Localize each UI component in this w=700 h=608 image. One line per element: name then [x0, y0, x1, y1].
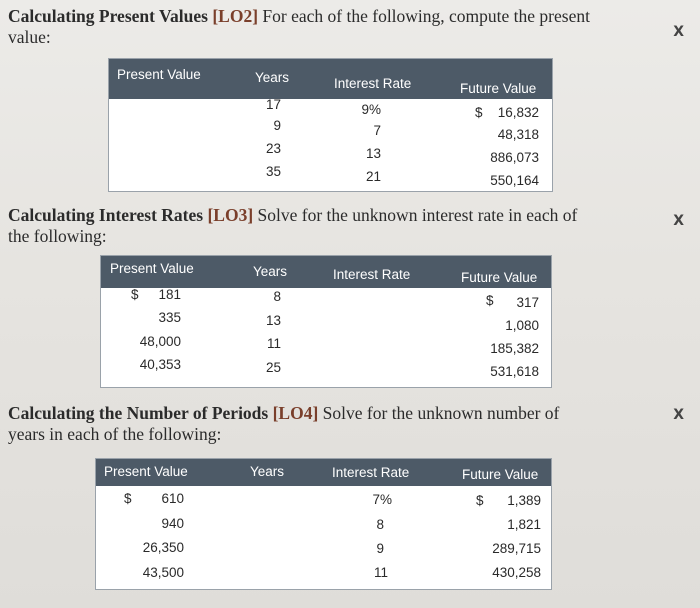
header-years: Years: [255, 70, 290, 85]
table-cell-currency: $: [476, 493, 484, 508]
header-present-value: Present Value: [110, 261, 194, 276]
table-cell-present-value: 940: [161, 516, 184, 531]
header-interest-rate: Interest Rate: [333, 267, 411, 282]
table-cell-rate: 21: [365, 169, 381, 184]
section-3-lo: [LO4]: [272, 403, 319, 423]
header-present-value: Present Value: [104, 464, 188, 479]
table-cell-rate: 13: [365, 146, 381, 161]
section-3-title: Calculating the Number of Periods: [8, 403, 269, 423]
table-cell-currency: $: [131, 287, 139, 302]
header-present-value: Present Value: [117, 67, 201, 82]
table-cell-rate: 9%: [361, 102, 381, 117]
table-cell-present-value: 26,350: [142, 540, 184, 555]
table-cell-future-value: 48,318: [497, 127, 539, 142]
table-cell-future-value: 317: [516, 295, 539, 310]
table-cell-future-value: 185,382: [490, 341, 539, 356]
header-future-value: Future Value: [461, 270, 538, 285]
table-cell-years: 8: [273, 289, 281, 304]
table-header: Present Value Years Interest Rate Future…: [96, 459, 551, 486]
table-cell-present-value: 335: [158, 310, 181, 325]
header-years: Years: [250, 464, 285, 479]
section-1-lo: [LO2]: [212, 6, 259, 26]
table-cell-present-value: 40,353: [139, 357, 181, 372]
table-cell-future-value: 1,080: [505, 318, 539, 333]
table-cell-currency: $: [486, 293, 494, 308]
header-future-value: Future Value: [462, 467, 539, 482]
header-interest-rate: Interest Rate: [332, 465, 410, 480]
table-cell-years: 23: [265, 141, 281, 156]
table-cell-future-value: 531,618: [490, 364, 539, 379]
table-cell-rate: 8: [376, 517, 384, 532]
interest-rate-table: Present Value Years Interest Rate Future…: [100, 255, 552, 388]
table-cell-years: 25: [265, 360, 281, 375]
section-1-title: Calculating Present Values: [8, 6, 208, 26]
table-cell-future-value: 430,258: [492, 565, 541, 580]
section-1-heading: Calculating Present Values [LO2] For eac…: [8, 6, 668, 48]
section-2-text: Solve for the unknown interest rate in e…: [257, 205, 578, 225]
table-cell-future-value: 1,389: [507, 493, 541, 508]
header-years: Years: [253, 264, 288, 279]
present-value-table: Present Value Years Interest Rate Future…: [108, 58, 553, 192]
section-3-text-line2: years in each of the following:: [8, 424, 222, 444]
table-cell-future-value: 289,715: [492, 541, 541, 556]
margin-mark-icon: X: [673, 407, 684, 423]
table-cell-future-value: 1,821: [507, 517, 541, 532]
margin-mark-icon: X: [673, 24, 684, 40]
table-cell-currency: $: [124, 491, 132, 506]
section-1-text: For each of the following, compute the p…: [262, 6, 590, 26]
section-3-text: Solve for the unknown number of: [322, 403, 560, 423]
header-interest-rate: Interest Rate: [334, 76, 412, 91]
table-cell-future-value: 886,073: [490, 150, 539, 165]
table-cell-currency: $: [475, 105, 483, 120]
table-cell-rate: 9: [376, 541, 384, 556]
table-cell-future-value: 550,164: [490, 173, 539, 188]
section-2-title: Calculating Interest Rates: [8, 205, 204, 225]
section-1-text-line2: value:: [8, 27, 51, 47]
table-cell-years: 13: [265, 313, 281, 328]
table-cell-future-value: 16,832: [497, 105, 539, 120]
table-header: Present Value Years Interest Rate Future…: [109, 59, 552, 99]
table-cell-present-value: 48,000: [139, 334, 181, 349]
table-cell-years: 9: [273, 118, 281, 133]
table-cell-present-value: 181: [158, 287, 181, 302]
table-header: Present Value Years Interest Rate Future…: [101, 256, 551, 288]
section-3-heading: Calculating the Number of Periods [LO4] …: [8, 403, 668, 445]
section-2-heading: Calculating Interest Rates [LO3] Solve f…: [8, 205, 668, 247]
table-cell-years: 17: [265, 97, 281, 112]
section-2-text-line2: the following:: [8, 226, 107, 246]
section-2-lo: [LO3]: [207, 205, 254, 225]
table-cell-rate: 11: [373, 565, 388, 580]
table-cell-present-value: 43,500: [142, 565, 184, 580]
number-of-periods-table: Present Value Years Interest Rate Future…: [95, 458, 552, 590]
table-cell-rate: 7: [373, 123, 381, 138]
header-future-value: Future Value: [460, 81, 537, 96]
margin-mark-icon: X: [673, 213, 684, 229]
table-cell-years: 11: [266, 336, 281, 351]
table-cell-present-value: 610: [161, 491, 184, 506]
table-cell-rate: 7%: [372, 492, 392, 507]
table-cell-years: 35: [265, 164, 281, 179]
